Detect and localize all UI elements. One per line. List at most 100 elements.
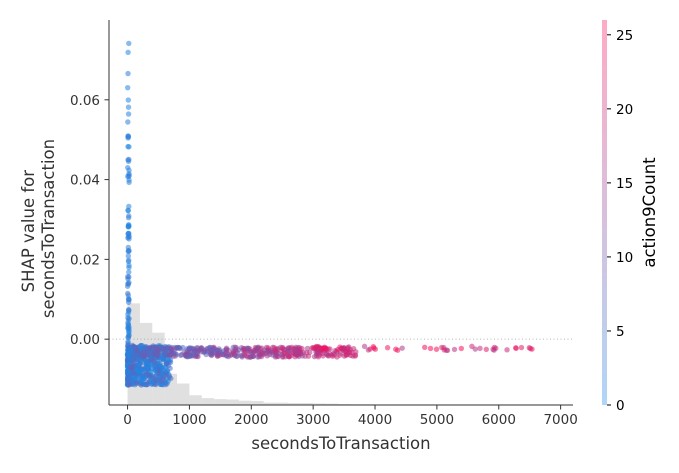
scatter-point bbox=[477, 345, 483, 352]
y-tick-label: 0.06 bbox=[70, 93, 100, 109]
scatter-point bbox=[125, 111, 132, 117]
scatter-point bbox=[329, 352, 335, 358]
scatter-point bbox=[294, 349, 300, 355]
scatter-point bbox=[370, 344, 377, 350]
scatter-point bbox=[335, 346, 341, 353]
scatter-point bbox=[286, 354, 293, 360]
histogram-bar bbox=[325, 403, 338, 405]
scatter-point bbox=[125, 343, 131, 349]
colorbar bbox=[602, 20, 607, 405]
scatter-point bbox=[124, 283, 131, 289]
scatter-point bbox=[483, 346, 489, 353]
scatter-point bbox=[350, 345, 357, 352]
scatter-point bbox=[126, 328, 132, 335]
scatter-point bbox=[160, 356, 166, 362]
scatter-point bbox=[129, 373, 136, 380]
scatter-point bbox=[126, 269, 132, 275]
x-tick-label: 3000 bbox=[296, 412, 330, 428]
scatter-point bbox=[126, 40, 132, 47]
scatter-point bbox=[159, 379, 165, 385]
scatter-point bbox=[126, 382, 132, 388]
scatter-point bbox=[126, 368, 132, 375]
scatter-point bbox=[154, 351, 160, 357]
colorbar-tick-label: 5 bbox=[616, 324, 625, 340]
scatter-point bbox=[195, 353, 201, 360]
scatter-point bbox=[143, 358, 149, 365]
scatter-point bbox=[361, 343, 368, 350]
scatter-point bbox=[198, 345, 204, 351]
scatter-point bbox=[141, 345, 147, 351]
scatter-point bbox=[422, 344, 428, 351]
scatter-point bbox=[147, 350, 153, 357]
scatter-point bbox=[235, 347, 241, 353]
y-axis-ticks: 0.00 0.02 0.04 0.06 bbox=[70, 93, 109, 348]
scatter-point bbox=[433, 346, 440, 352]
scatter-point bbox=[393, 346, 399, 352]
scatter-point bbox=[125, 207, 131, 213]
scatter-point bbox=[126, 177, 132, 183]
scatter-point bbox=[316, 346, 323, 353]
scatter-point bbox=[126, 274, 132, 280]
scatter-point bbox=[124, 84, 131, 91]
histogram-bar bbox=[177, 383, 190, 405]
y-axis-title: SHAP value for secondsToTransaction bbox=[19, 139, 58, 318]
histogram-bar bbox=[313, 403, 326, 405]
scatter-point bbox=[138, 368, 145, 374]
scatter-point bbox=[135, 362, 141, 368]
scatter-point bbox=[125, 248, 131, 255]
scatter-point bbox=[384, 344, 391, 351]
axes bbox=[108, 20, 573, 406]
x-tick-label: 7000 bbox=[543, 412, 577, 428]
histogram-bar bbox=[238, 400, 252, 405]
scatter-point bbox=[146, 365, 152, 371]
scatter-point bbox=[125, 290, 131, 297]
scatter-point bbox=[125, 133, 131, 139]
scatter-point bbox=[126, 167, 132, 173]
x-tick-label: 0 bbox=[123, 412, 132, 428]
scatter-point bbox=[125, 309, 132, 315]
y-tick-label: 0.04 bbox=[70, 173, 100, 189]
scatter-point bbox=[125, 377, 131, 384]
scatter-point bbox=[469, 343, 475, 350]
scatter-point bbox=[240, 345, 247, 352]
scatter-point bbox=[125, 104, 132, 110]
scatter-point bbox=[274, 353, 281, 359]
x-tick-label: 6000 bbox=[482, 412, 516, 428]
scatter-point bbox=[286, 345, 292, 351]
scatter-point bbox=[127, 364, 133, 370]
scatter-point bbox=[125, 143, 131, 150]
scatter-point bbox=[167, 352, 173, 359]
scatter-point bbox=[427, 345, 434, 352]
scatter-point bbox=[209, 351, 215, 358]
scatter-point bbox=[125, 70, 131, 77]
scatter-point bbox=[163, 359, 170, 366]
scatter-point bbox=[247, 354, 253, 360]
scatter-point bbox=[259, 345, 265, 351]
scatter-point bbox=[304, 345, 311, 352]
scatter-point bbox=[352, 352, 359, 358]
scatter-point bbox=[451, 346, 458, 353]
scatter-point bbox=[126, 332, 132, 339]
scatter-point bbox=[218, 349, 224, 356]
histogram-bar bbox=[226, 399, 239, 405]
scatter-point bbox=[513, 345, 519, 351]
scatter-point bbox=[166, 373, 173, 379]
scatter-point bbox=[125, 119, 131, 125]
scatter-point bbox=[126, 213, 132, 219]
colorbar-tick-label: 20 bbox=[616, 102, 633, 118]
histogram-bar bbox=[214, 399, 227, 405]
scatter-point bbox=[149, 356, 155, 363]
scatter-point bbox=[439, 344, 445, 351]
scatter-point bbox=[238, 353, 244, 359]
scatter-point bbox=[184, 346, 190, 352]
scatter-point bbox=[246, 348, 252, 355]
scatter-point bbox=[169, 347, 175, 353]
scatter-point bbox=[133, 352, 140, 359]
scatter-point bbox=[144, 381, 151, 388]
scatter-point bbox=[149, 375, 155, 381]
colorbar-title: action9Count bbox=[640, 157, 659, 268]
scatter-point bbox=[157, 363, 163, 369]
scatter-point bbox=[133, 380, 140, 387]
y-tick-label: 0.02 bbox=[70, 252, 100, 268]
